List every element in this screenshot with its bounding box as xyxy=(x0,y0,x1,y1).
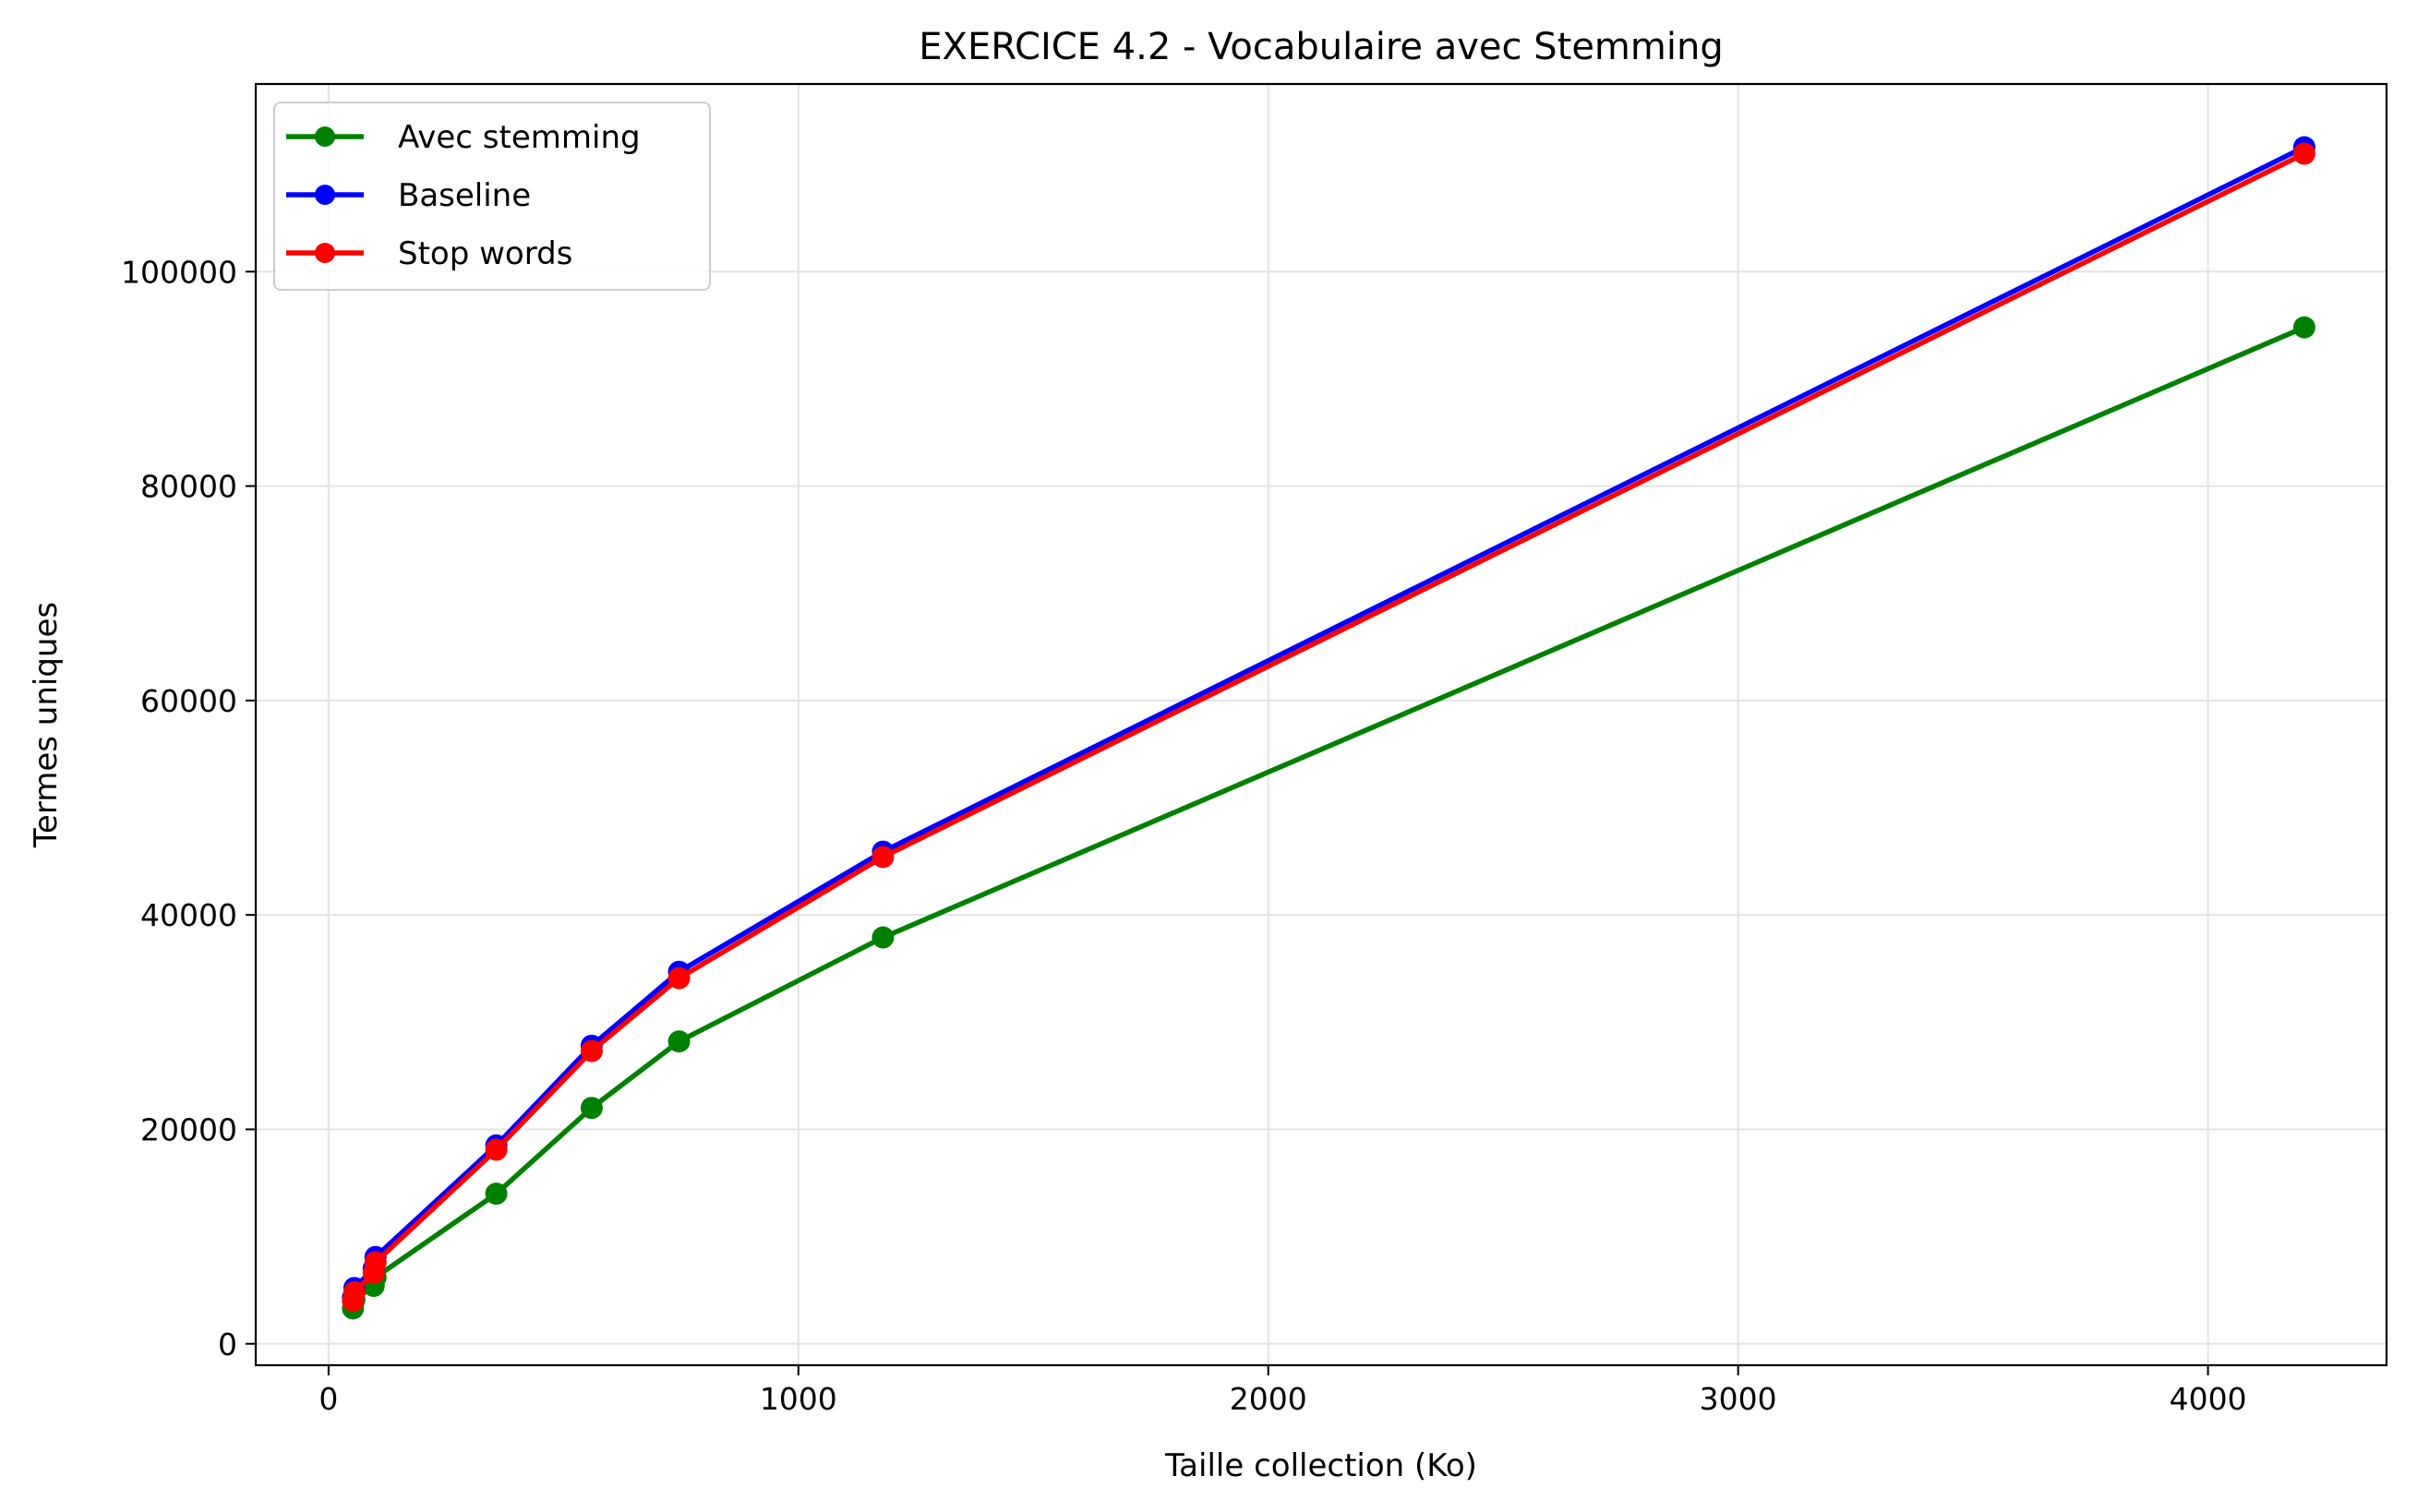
data-point-avec-stemming xyxy=(667,1030,691,1053)
legend-label-baseline: Baseline xyxy=(398,177,531,214)
legend-marker-avec-stemming xyxy=(315,126,335,147)
legend-box xyxy=(273,102,711,291)
y-tick-label: 20000 xyxy=(140,1111,237,1147)
x-tick-label: 3000 xyxy=(1700,1381,1777,1417)
axes-frame xyxy=(254,82,2388,1367)
legend-marker-baseline xyxy=(315,185,335,205)
data-point-avec-stemming xyxy=(872,926,895,949)
data-point-avec-stemming xyxy=(2292,316,2315,339)
x-tick-label: 1000 xyxy=(760,1381,837,1417)
legend-label-avec-stemming: Avec stemming xyxy=(398,119,641,156)
x-tick-label: 0 xyxy=(319,1381,338,1417)
data-point-stop-words xyxy=(2292,142,2315,165)
grid-lines xyxy=(256,84,2387,1365)
x-axis-label: Taille collection (Ko) xyxy=(1164,1447,1477,1484)
y-tick-label: 40000 xyxy=(140,897,237,933)
data-point-stop-words xyxy=(364,1251,387,1274)
data-point-stop-words xyxy=(485,1138,508,1161)
legend-entry-baseline: Baseline xyxy=(286,177,531,214)
x-tick-label: 2000 xyxy=(1230,1381,1307,1417)
y-tick-label: 80000 xyxy=(140,469,237,505)
y-tick-label: 0 xyxy=(218,1326,237,1362)
data-point-avec-stemming xyxy=(580,1097,603,1120)
plot-series xyxy=(342,136,2315,1320)
data-point-avec-stemming xyxy=(485,1182,508,1206)
data-point-stop-words xyxy=(343,1281,366,1304)
legend-marker-stop-words xyxy=(315,243,335,263)
legend: Avec stemming Baseline Stop words xyxy=(273,102,711,291)
data-point-stop-words xyxy=(667,966,691,990)
axis-ticks: 0 1000 2000 3000 400002000040000600008000010… xyxy=(121,254,2247,1417)
data-point-stop-words xyxy=(872,846,895,869)
y-tick-label: 60000 xyxy=(140,683,237,719)
legend-entry-avec-stemming: Avec stemming xyxy=(286,119,641,156)
y-tick-label: 100000 xyxy=(121,254,237,290)
chart-title: EXERCICE 4.2 - Vocabulaire avec Stemming xyxy=(919,26,1723,68)
x-tick-label: 4000 xyxy=(2170,1381,2247,1417)
y-axis-label: Termes uniques xyxy=(28,602,65,848)
legend-label-stop-words: Stop words xyxy=(398,235,572,272)
series-stop-words xyxy=(342,142,2315,1313)
data-point-stop-words xyxy=(580,1039,603,1062)
legend-entry-stop-words: Stop words xyxy=(286,235,572,272)
